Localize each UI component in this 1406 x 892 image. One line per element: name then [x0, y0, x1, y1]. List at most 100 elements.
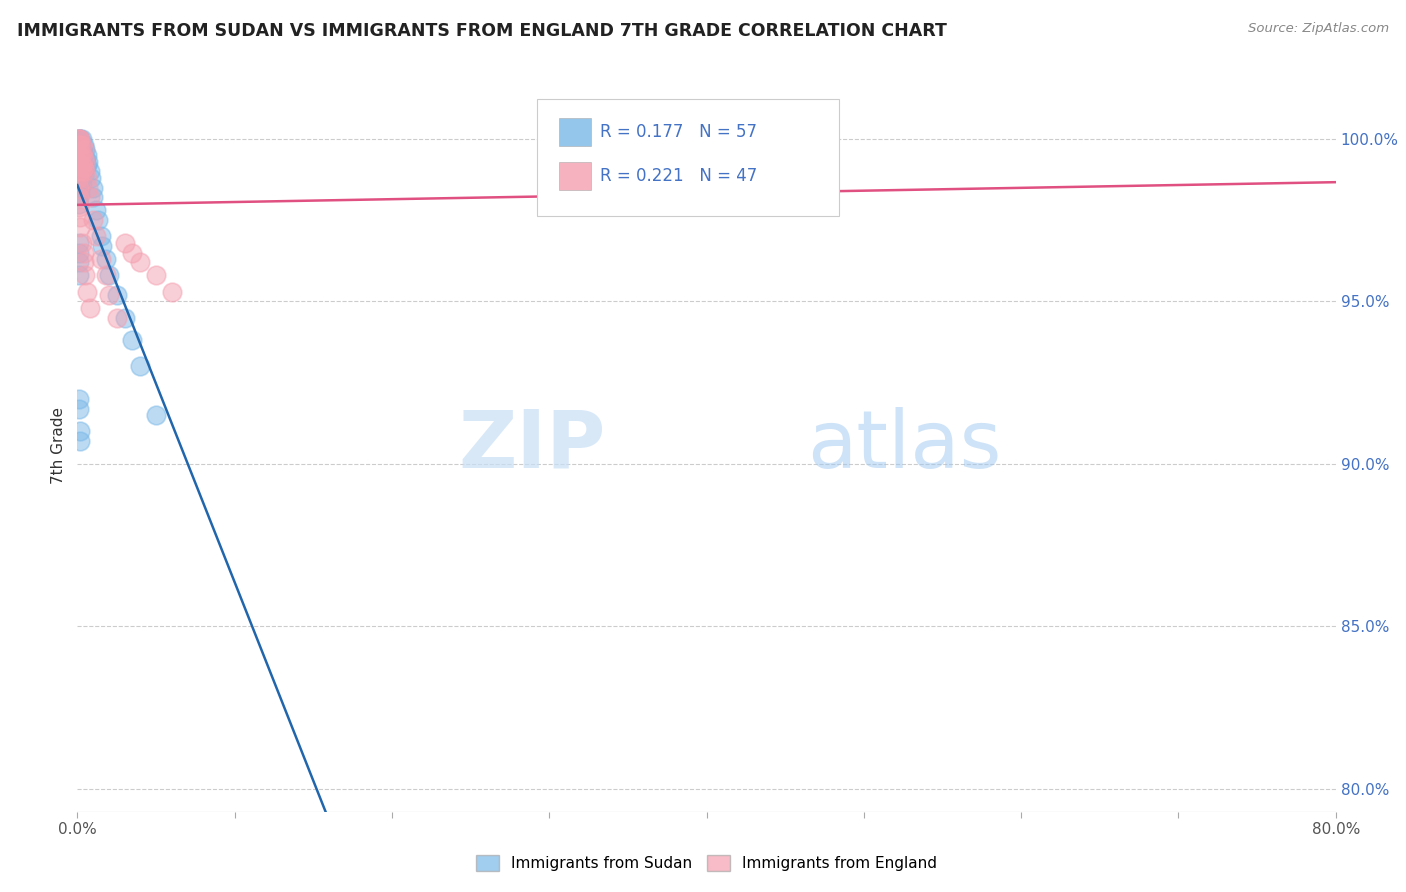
- Point: [70, 235, 93, 250]
- Point: [72, 245, 94, 260]
- Point: [67, 255, 90, 269]
- Point: [67, 132, 90, 146]
- Point: [129, 359, 152, 374]
- Point: [69, 425, 91, 439]
- Point: [82, 190, 104, 204]
- Point: [69, 187, 91, 202]
- Point: [129, 255, 152, 269]
- Point: [67, 132, 90, 146]
- Point: [67, 392, 90, 406]
- Point: [72, 142, 94, 156]
- Point: [75, 161, 97, 175]
- Point: [70, 132, 93, 146]
- Point: [69, 158, 91, 172]
- Point: [87, 213, 110, 227]
- Point: [80, 170, 103, 185]
- Point: [82, 213, 104, 227]
- Point: [121, 245, 143, 260]
- Point: [67, 164, 90, 178]
- Point: [67, 164, 90, 178]
- Point: [69, 132, 91, 146]
- Point: [67, 154, 90, 169]
- Point: [70, 158, 93, 172]
- Point: [67, 401, 90, 416]
- Point: [67, 132, 90, 146]
- Text: atlas: atlas: [807, 407, 1001, 485]
- Point: [67, 196, 90, 211]
- Point: [69, 138, 91, 153]
- Point: [72, 158, 94, 172]
- Point: [114, 235, 136, 250]
- Point: [72, 255, 94, 269]
- Point: [76, 285, 98, 299]
- Point: [69, 170, 91, 185]
- Point: [69, 434, 91, 449]
- Point: [75, 164, 97, 178]
- Point: [67, 142, 90, 156]
- Point: [160, 285, 183, 299]
- Point: [67, 190, 90, 204]
- Point: [79, 164, 101, 178]
- Point: [76, 158, 98, 172]
- Point: [70, 148, 93, 162]
- Point: [77, 180, 100, 194]
- Point: [67, 187, 90, 202]
- Text: ZIP: ZIP: [458, 407, 606, 485]
- Point: [70, 164, 93, 178]
- Point: [67, 235, 90, 250]
- Point: [69, 138, 91, 153]
- Point: [69, 148, 91, 162]
- Text: Source: ZipAtlas.com: Source: ZipAtlas.com: [1249, 22, 1389, 36]
- Point: [67, 132, 90, 146]
- Text: IMMIGRANTS FROM SUDAN VS IMMIGRANTS FROM ENGLAND 7TH GRADE CORRELATION CHART: IMMIGRANTS FROM SUDAN VS IMMIGRANTS FROM…: [17, 22, 946, 40]
- Point: [72, 161, 94, 175]
- Point: [145, 268, 167, 283]
- Point: [75, 142, 97, 156]
- Point: [67, 170, 90, 185]
- Point: [67, 148, 90, 162]
- Point: [90, 252, 112, 266]
- Point: [94, 268, 117, 283]
- Point: [79, 301, 101, 315]
- Point: [67, 200, 90, 214]
- FancyBboxPatch shape: [560, 162, 591, 190]
- Point: [76, 148, 98, 162]
- Point: [67, 138, 90, 153]
- Point: [72, 151, 94, 165]
- Point: [145, 408, 167, 422]
- Text: R = 0.177   N = 57: R = 0.177 N = 57: [599, 123, 756, 141]
- Point: [97, 268, 120, 283]
- Point: [70, 168, 93, 182]
- FancyBboxPatch shape: [560, 119, 591, 146]
- Point: [67, 180, 90, 194]
- Point: [82, 180, 104, 194]
- Point: [70, 158, 93, 172]
- Point: [67, 154, 90, 169]
- Point: [72, 138, 94, 153]
- Point: [70, 178, 93, 192]
- Point: [75, 154, 97, 169]
- Point: [69, 219, 91, 234]
- Y-axis label: 7th Grade: 7th Grade: [51, 408, 66, 484]
- Point: [79, 190, 101, 204]
- Point: [69, 132, 91, 146]
- Point: [72, 168, 94, 182]
- Point: [105, 288, 128, 302]
- Point: [84, 229, 107, 244]
- Point: [664, 132, 686, 146]
- Point: [69, 148, 91, 162]
- Point: [77, 154, 100, 169]
- Point: [69, 164, 91, 178]
- Point: [69, 210, 91, 224]
- Point: [91, 239, 114, 253]
- Point: [70, 138, 93, 153]
- Point: [67, 268, 90, 283]
- Point: [70, 148, 93, 162]
- Point: [97, 288, 120, 302]
- Point: [67, 180, 90, 194]
- Point: [84, 203, 107, 218]
- Point: [69, 180, 91, 194]
- Point: [72, 148, 94, 162]
- Point: [69, 154, 91, 169]
- Point: [70, 142, 93, 156]
